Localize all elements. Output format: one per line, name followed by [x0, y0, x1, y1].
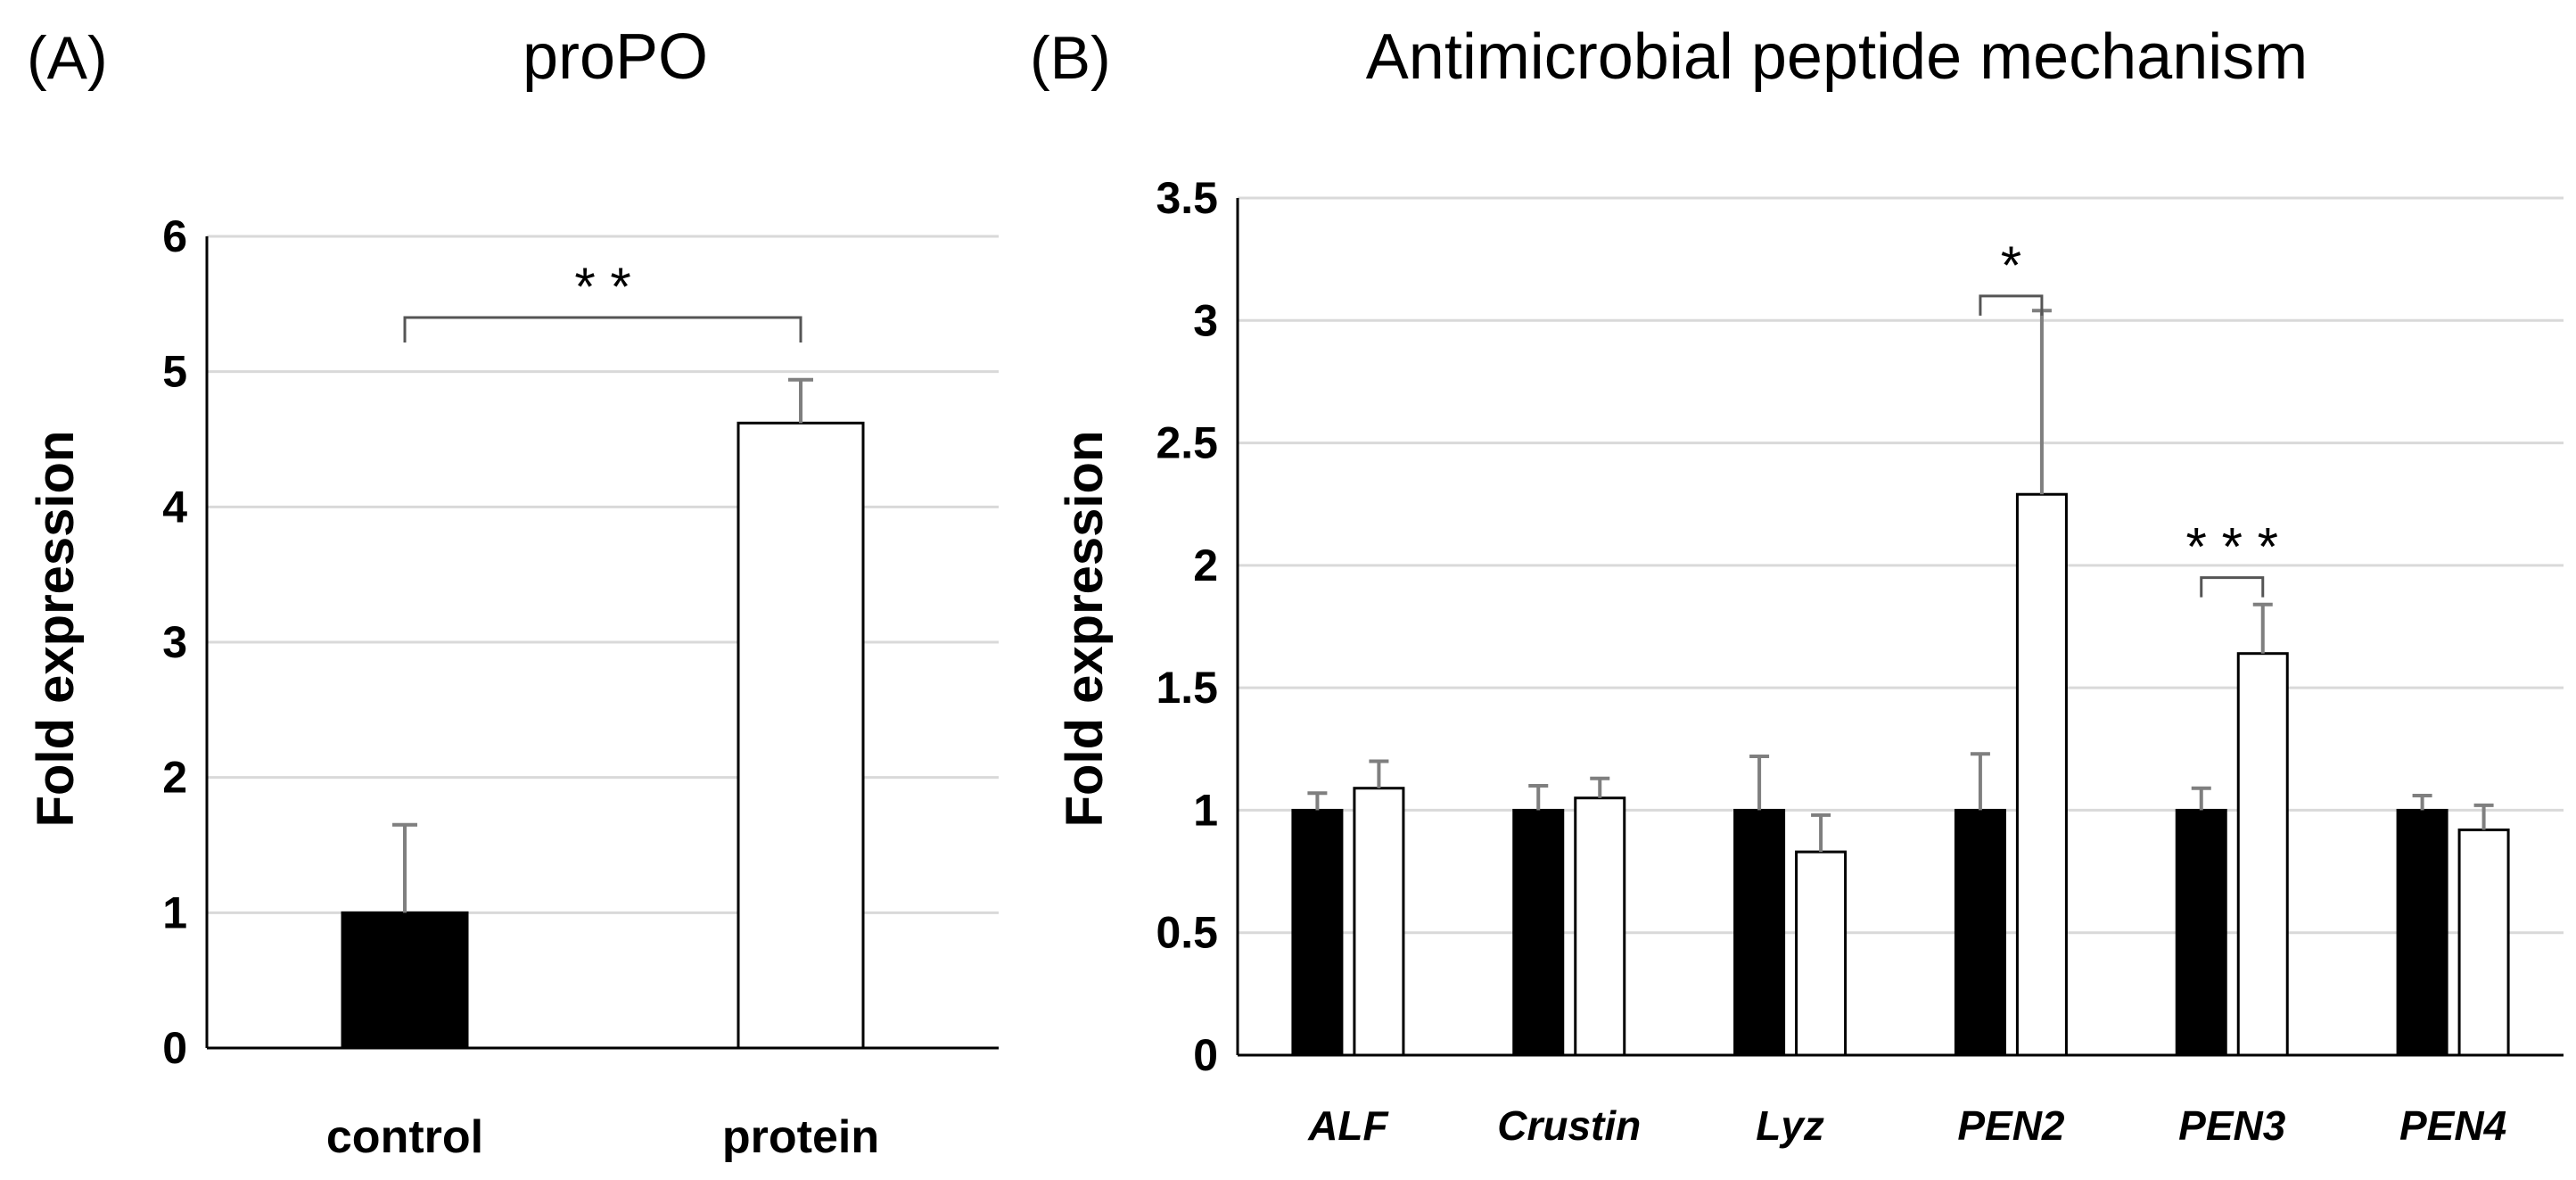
panel-b-bar-PEN4-control: [2396, 808, 2448, 1057]
panel-a-ylabel: Fold expression: [27, 431, 85, 828]
panel-a-ytick-label: 2: [162, 753, 187, 803]
panel-b-significance-label: * * *: [2186, 517, 2278, 577]
panel-b-xtick-label: ALF: [1307, 1102, 1389, 1149]
panel-b-ytick-label: 1.5: [1156, 663, 1218, 713]
panel-b-ytick-label: 0.5: [1156, 908, 1218, 958]
panel-b-bar-Crustin-protein: [1574, 796, 1626, 1057]
panel-b-xtick-label: Crustin: [1497, 1102, 1641, 1149]
panel-a-bar-control: [341, 911, 469, 1050]
panel-b-bar-Lyz-protein: [1795, 850, 1848, 1057]
panel-b-bar-PEN3-protein: [2236, 652, 2289, 1057]
panel-b-xtick-label: Lyz: [1756, 1102, 1824, 1149]
panel-a-significance-bracket: [403, 316, 802, 342]
panel-b-bar-ALF-control: [1291, 808, 1344, 1057]
panel-b-significance-label: *: [2001, 235, 2021, 295]
panel-a-ytick-label: 1: [162, 887, 187, 937]
panel-b-xtick-label: PEN3: [2178, 1102, 2286, 1149]
panel-b-title: Antimicrobial peptide mechanism: [1366, 21, 2308, 93]
panel-b-bar-ALF-protein: [1353, 787, 1405, 1057]
panel-b-ytick-label: 2: [1193, 540, 1218, 590]
panel-b-ytick-label: 1: [1193, 785, 1218, 835]
panel-a-title: proPO: [523, 21, 708, 93]
panel-a-ytick-label: 5: [162, 347, 187, 397]
panel-b-ytick-label: 0: [1193, 1030, 1218, 1080]
panel-b-bar-PEN2-protein: [2015, 492, 2068, 1057]
panel-a-xtick-label: control: [326, 1111, 483, 1163]
panel-a-bar-protein: [737, 421, 865, 1050]
panel-b-plot: 0 0.5 1 1.5 2 2.5 3 3.5 ALF Crustin Lyz PEN2 PEN3 PEN…: [1156, 173, 2564, 1149]
panel-b-bar-Lyz-control: [1733, 808, 1786, 1057]
panel-b-bar-PEN2-control: [1954, 808, 2006, 1057]
panel-b-bar-PEN3-control: [2175, 808, 2227, 1057]
panel-a-ytick-label: 0: [162, 1023, 187, 1073]
panel-b-label: (B): [1030, 24, 1111, 92]
panel-b-ylabel: Fold expression: [1056, 431, 1114, 828]
panel-a-ytick-label: 6: [162, 211, 187, 261]
panel-a-label: (A): [27, 24, 108, 92]
panel-a-ytick-label: 4: [162, 482, 187, 532]
panel-a-plot: 0 1 2 3 4 5 6 control protein * *: [162, 211, 999, 1163]
panel-b-significance-bracket: [1979, 294, 2044, 316]
panel-b-significance-bracket: [2200, 576, 2265, 598]
panel-b-ytick-label: 3.5: [1156, 173, 1218, 223]
panel-b-bar-Crustin-control: [1512, 808, 1565, 1057]
panel-b-ytick-label: 3: [1193, 295, 1218, 345]
panel-b-ytick-label: 2.5: [1156, 418, 1218, 468]
panel-b-bar-PEN4-protein: [2457, 828, 2510, 1057]
panel-a-ytick-label: 3: [162, 617, 187, 667]
panel-b-xtick-label: PEN2: [1957, 1102, 2065, 1149]
panel-a-xtick-label: protein: [722, 1111, 879, 1163]
panel-b-xtick-label: PEN4: [2399, 1102, 2506, 1149]
panel-a-significance-label: * *: [574, 257, 630, 317]
